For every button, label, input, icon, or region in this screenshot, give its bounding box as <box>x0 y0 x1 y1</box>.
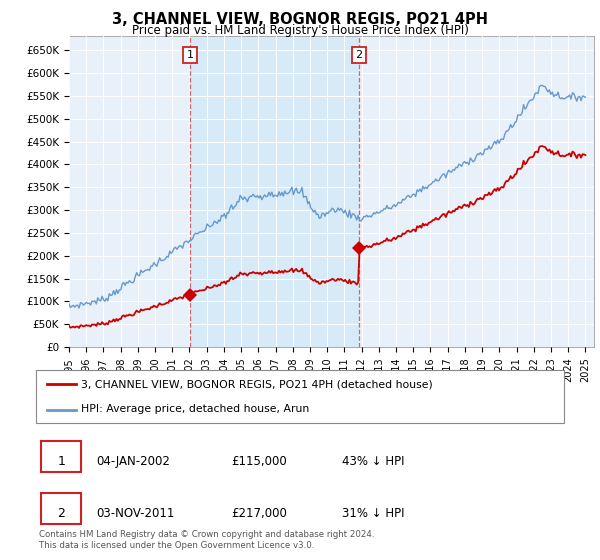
Text: Contains HM Land Registry data © Crown copyright and database right 2024.: Contains HM Land Registry data © Crown c… <box>39 530 374 539</box>
Text: 3, CHANNEL VIEW, BOGNOR REGIS, PO21 4PH (detached house): 3, CHANNEL VIEW, BOGNOR REGIS, PO21 4PH … <box>81 380 433 390</box>
Text: 03-NOV-2011: 03-NOV-2011 <box>97 507 175 520</box>
Text: £115,000: £115,000 <box>232 455 287 468</box>
Text: 3, CHANNEL VIEW, BOGNOR REGIS, PO21 4PH: 3, CHANNEL VIEW, BOGNOR REGIS, PO21 4PH <box>112 12 488 27</box>
Text: 04-JAN-2002: 04-JAN-2002 <box>97 455 170 468</box>
Bar <box>190 36 359 347</box>
Text: 43% ↓ HPI: 43% ↓ HPI <box>342 455 405 468</box>
Text: 2: 2 <box>58 507 65 520</box>
Text: £217,000: £217,000 <box>232 507 287 520</box>
Text: 1: 1 <box>58 455 65 468</box>
Text: Price paid vs. HM Land Registry's House Price Index (HPI): Price paid vs. HM Land Registry's House … <box>131 24 469 36</box>
Bar <box>41 441 81 472</box>
Bar <box>41 493 81 524</box>
Text: This data is licensed under the Open Government Licence v3.0.: This data is licensed under the Open Gov… <box>39 541 314 550</box>
Text: 2: 2 <box>355 50 362 60</box>
Text: 31% ↓ HPI: 31% ↓ HPI <box>342 507 405 520</box>
Text: 1: 1 <box>187 50 194 60</box>
Text: HPI: Average price, detached house, Arun: HPI: Average price, detached house, Arun <box>81 404 309 414</box>
